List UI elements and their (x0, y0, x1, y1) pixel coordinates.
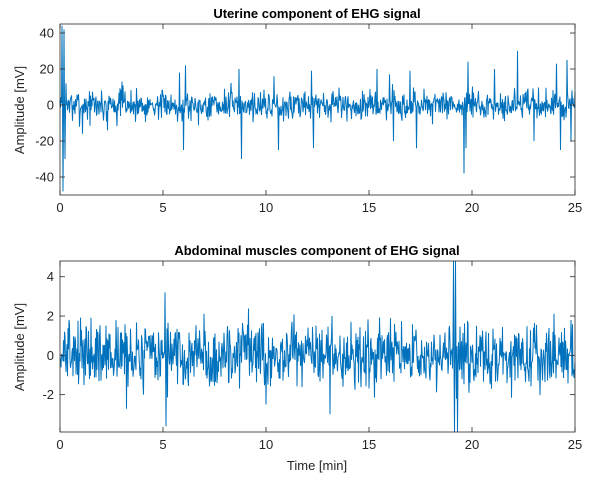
y-tick-label-2: 2 (47, 309, 54, 324)
tick-marks (59, 24, 576, 195)
y-axis-label: Amplitude [mV] (12, 66, 27, 154)
y-tick-label-20: 20 (40, 62, 54, 77)
x-tick-label-5: 5 (159, 200, 166, 215)
axes-box (59, 260, 576, 433)
series-line (59, 260, 576, 433)
y-tick-label-40: 40 (40, 26, 54, 41)
y-tick-label-0: 0 (47, 348, 54, 363)
x-tick-labels: 0 5 10 15 20 25 (56, 200, 582, 215)
x-tick-label-25: 25 (568, 437, 582, 452)
x-tick-label-10: 10 (259, 200, 273, 215)
y-tick-label-minus-2: -2 (42, 387, 54, 402)
x-tick-label-15: 15 (362, 200, 376, 215)
chart-title: Abdominal muscles component of EHG signa… (174, 243, 459, 258)
x-tick-label-20: 20 (465, 200, 479, 215)
x-tick-label-15: 15 (362, 437, 376, 452)
axes-box (59, 23, 576, 196)
tick-marks (59, 261, 576, 432)
uterine-chart: Uterine component of EHG signal Amplitud… (12, 6, 582, 215)
x-axis-label: Time [min] (287, 458, 347, 473)
y-tick-label-minus-40: -40 (35, 170, 54, 185)
abdominal-chart: Abdominal muscles component of EHG signa… (12, 243, 582, 473)
x-tick-label-10: 10 (259, 437, 273, 452)
series-line (59, 25, 576, 192)
y-tick-label-0: 0 (47, 98, 54, 113)
y-tick-label-4: 4 (47, 269, 54, 284)
x-tick-labels: 0 5 10 15 20 25 (56, 437, 582, 452)
x-tick-label-20: 20 (465, 437, 479, 452)
y-axis-label: Amplitude [mV] (12, 303, 27, 391)
x-tick-label-25: 25 (568, 200, 582, 215)
x-tick-label-0: 0 (56, 437, 63, 452)
y-tick-labels: -2 0 2 4 (42, 269, 54, 402)
y-tick-label-minus-20: -20 (35, 134, 54, 149)
x-tick-label-0: 0 (56, 200, 63, 215)
x-tick-label-5: 5 (159, 437, 166, 452)
y-tick-labels: -40 -20 0 20 40 (35, 26, 54, 185)
chart-title: Uterine component of EHG signal (213, 6, 420, 21)
